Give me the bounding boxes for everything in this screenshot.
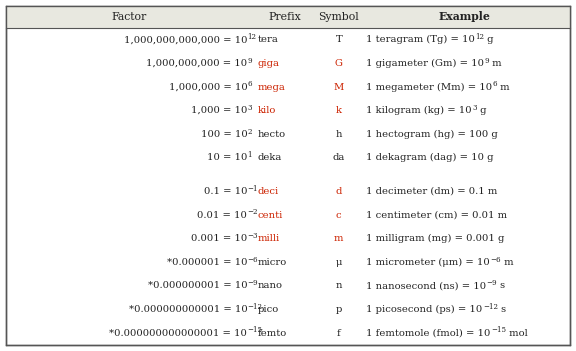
Text: mega: mega [257,82,285,92]
Text: −12: −12 [483,303,498,311]
Text: μ: μ [335,258,342,267]
Text: 1,000,000,000 = 10: 1,000,000,000 = 10 [146,59,247,68]
Text: −3: −3 [247,232,258,240]
Text: 6: 6 [492,80,497,88]
Text: deka: deka [257,153,282,163]
Text: −1: −1 [247,185,258,193]
Text: 1,000 = 10: 1,000 = 10 [191,106,247,115]
Text: *0.000001 = 10: *0.000001 = 10 [167,258,247,267]
Bar [6,6,570,28]
Text: Symbol: Symbol [319,12,359,22]
Text: −6: −6 [490,256,501,264]
Text: −15: −15 [491,326,506,335]
Text: *0.000000000000001 = 10: *0.000000000000001 = 10 [109,329,247,338]
Text: 1 dekagram (dag) = 10 g: 1 dekagram (dag) = 10 g [366,153,494,163]
Text: tera: tera [257,35,278,44]
Text: 0.1 = 10: 0.1 = 10 [204,187,247,196]
Text: 1 gigameter (Gm) = 10: 1 gigameter (Gm) = 10 [366,59,484,68]
Text: *0.000000000001 = 10: *0.000000000001 = 10 [128,305,247,314]
Text: 1: 1 [247,151,252,159]
Text: Factor: Factor [111,12,146,22]
Text: hecto: hecto [257,130,286,139]
Text: 100 = 10: 100 = 10 [200,130,247,139]
Text: femto: femto [257,329,287,338]
Text: 9: 9 [247,57,252,65]
Text: milli: milli [257,234,279,243]
Text: 2: 2 [247,127,252,135]
Text: m: m [334,234,343,243]
Text: 12: 12 [247,33,256,41]
Text: d: d [336,187,342,196]
Text: g: g [476,106,486,115]
Text: 1 micrometer (μm) = 10: 1 micrometer (μm) = 10 [366,258,490,267]
Text: nano: nano [257,282,282,291]
Text: *0.000000001 = 10: *0.000000001 = 10 [147,282,247,291]
Text: 3: 3 [247,104,252,112]
Text: giga: giga [257,59,279,68]
Text: pico: pico [257,305,279,314]
Text: centi: centi [257,211,283,220]
Text: g: g [484,35,494,44]
Text: m: m [497,82,510,92]
Text: 1 kilogram (kg) = 10: 1 kilogram (kg) = 10 [366,106,472,115]
Text: 12: 12 [475,33,484,41]
Text: f: f [337,329,340,338]
Text: 1 decimeter (dm) = 0.1 m: 1 decimeter (dm) = 0.1 m [366,187,498,196]
Text: 6: 6 [247,80,252,88]
Text: 1 centimeter (cm) = 0.01 m: 1 centimeter (cm) = 0.01 m [366,211,507,220]
Text: 1,000,000,000,000 = 10: 1,000,000,000,000 = 10 [124,35,247,44]
Text: M: M [334,82,344,92]
Text: T: T [335,35,342,44]
Text: −9: −9 [247,279,258,287]
Text: 9: 9 [484,57,489,65]
Text: micro: micro [257,258,287,267]
Text: p: p [336,305,342,314]
Text: G: G [335,59,343,68]
Text: 0.01 = 10: 0.01 = 10 [198,211,247,220]
Text: −12: −12 [247,303,262,311]
Text: 1 teragram (Tg) = 10: 1 teragram (Tg) = 10 [366,35,475,44]
Text: s: s [497,282,505,291]
Text: c: c [336,211,342,220]
Text: −9: −9 [487,279,497,287]
Text: −2: −2 [247,208,258,216]
Text: 3: 3 [472,104,476,112]
Text: s: s [498,305,506,314]
Text: −15: −15 [247,326,262,335]
Text: n: n [335,282,342,291]
Text: 1 megameter (Mm) = 10: 1 megameter (Mm) = 10 [366,82,492,92]
Text: h: h [335,130,342,139]
Text: 1 picosecond (ps) = 10: 1 picosecond (ps) = 10 [366,305,483,314]
Text: mol: mol [506,329,528,338]
Text: −6: −6 [247,256,258,264]
Text: 10 = 10: 10 = 10 [207,153,247,163]
Text: 1 milligram (mg) = 0.001 g: 1 milligram (mg) = 0.001 g [366,234,505,243]
Text: 1 femtomole (fmol) = 10: 1 femtomole (fmol) = 10 [366,329,491,338]
Text: 1 hectogram (hg) = 100 g: 1 hectogram (hg) = 100 g [366,130,498,139]
Text: da: da [332,153,345,163]
Text: k: k [336,106,342,115]
Text: 0.001 = 10: 0.001 = 10 [191,234,247,243]
Text: Example: Example [438,12,490,22]
Text: 1 nanosecond (ns) = 10: 1 nanosecond (ns) = 10 [366,282,487,291]
Text: 1,000,000 = 10: 1,000,000 = 10 [169,82,247,92]
Text: deci: deci [257,187,279,196]
Text: m: m [501,258,513,267]
Text: m: m [489,59,502,68]
Text: Prefix: Prefix [269,12,302,22]
Text: kilo: kilo [257,106,276,115]
